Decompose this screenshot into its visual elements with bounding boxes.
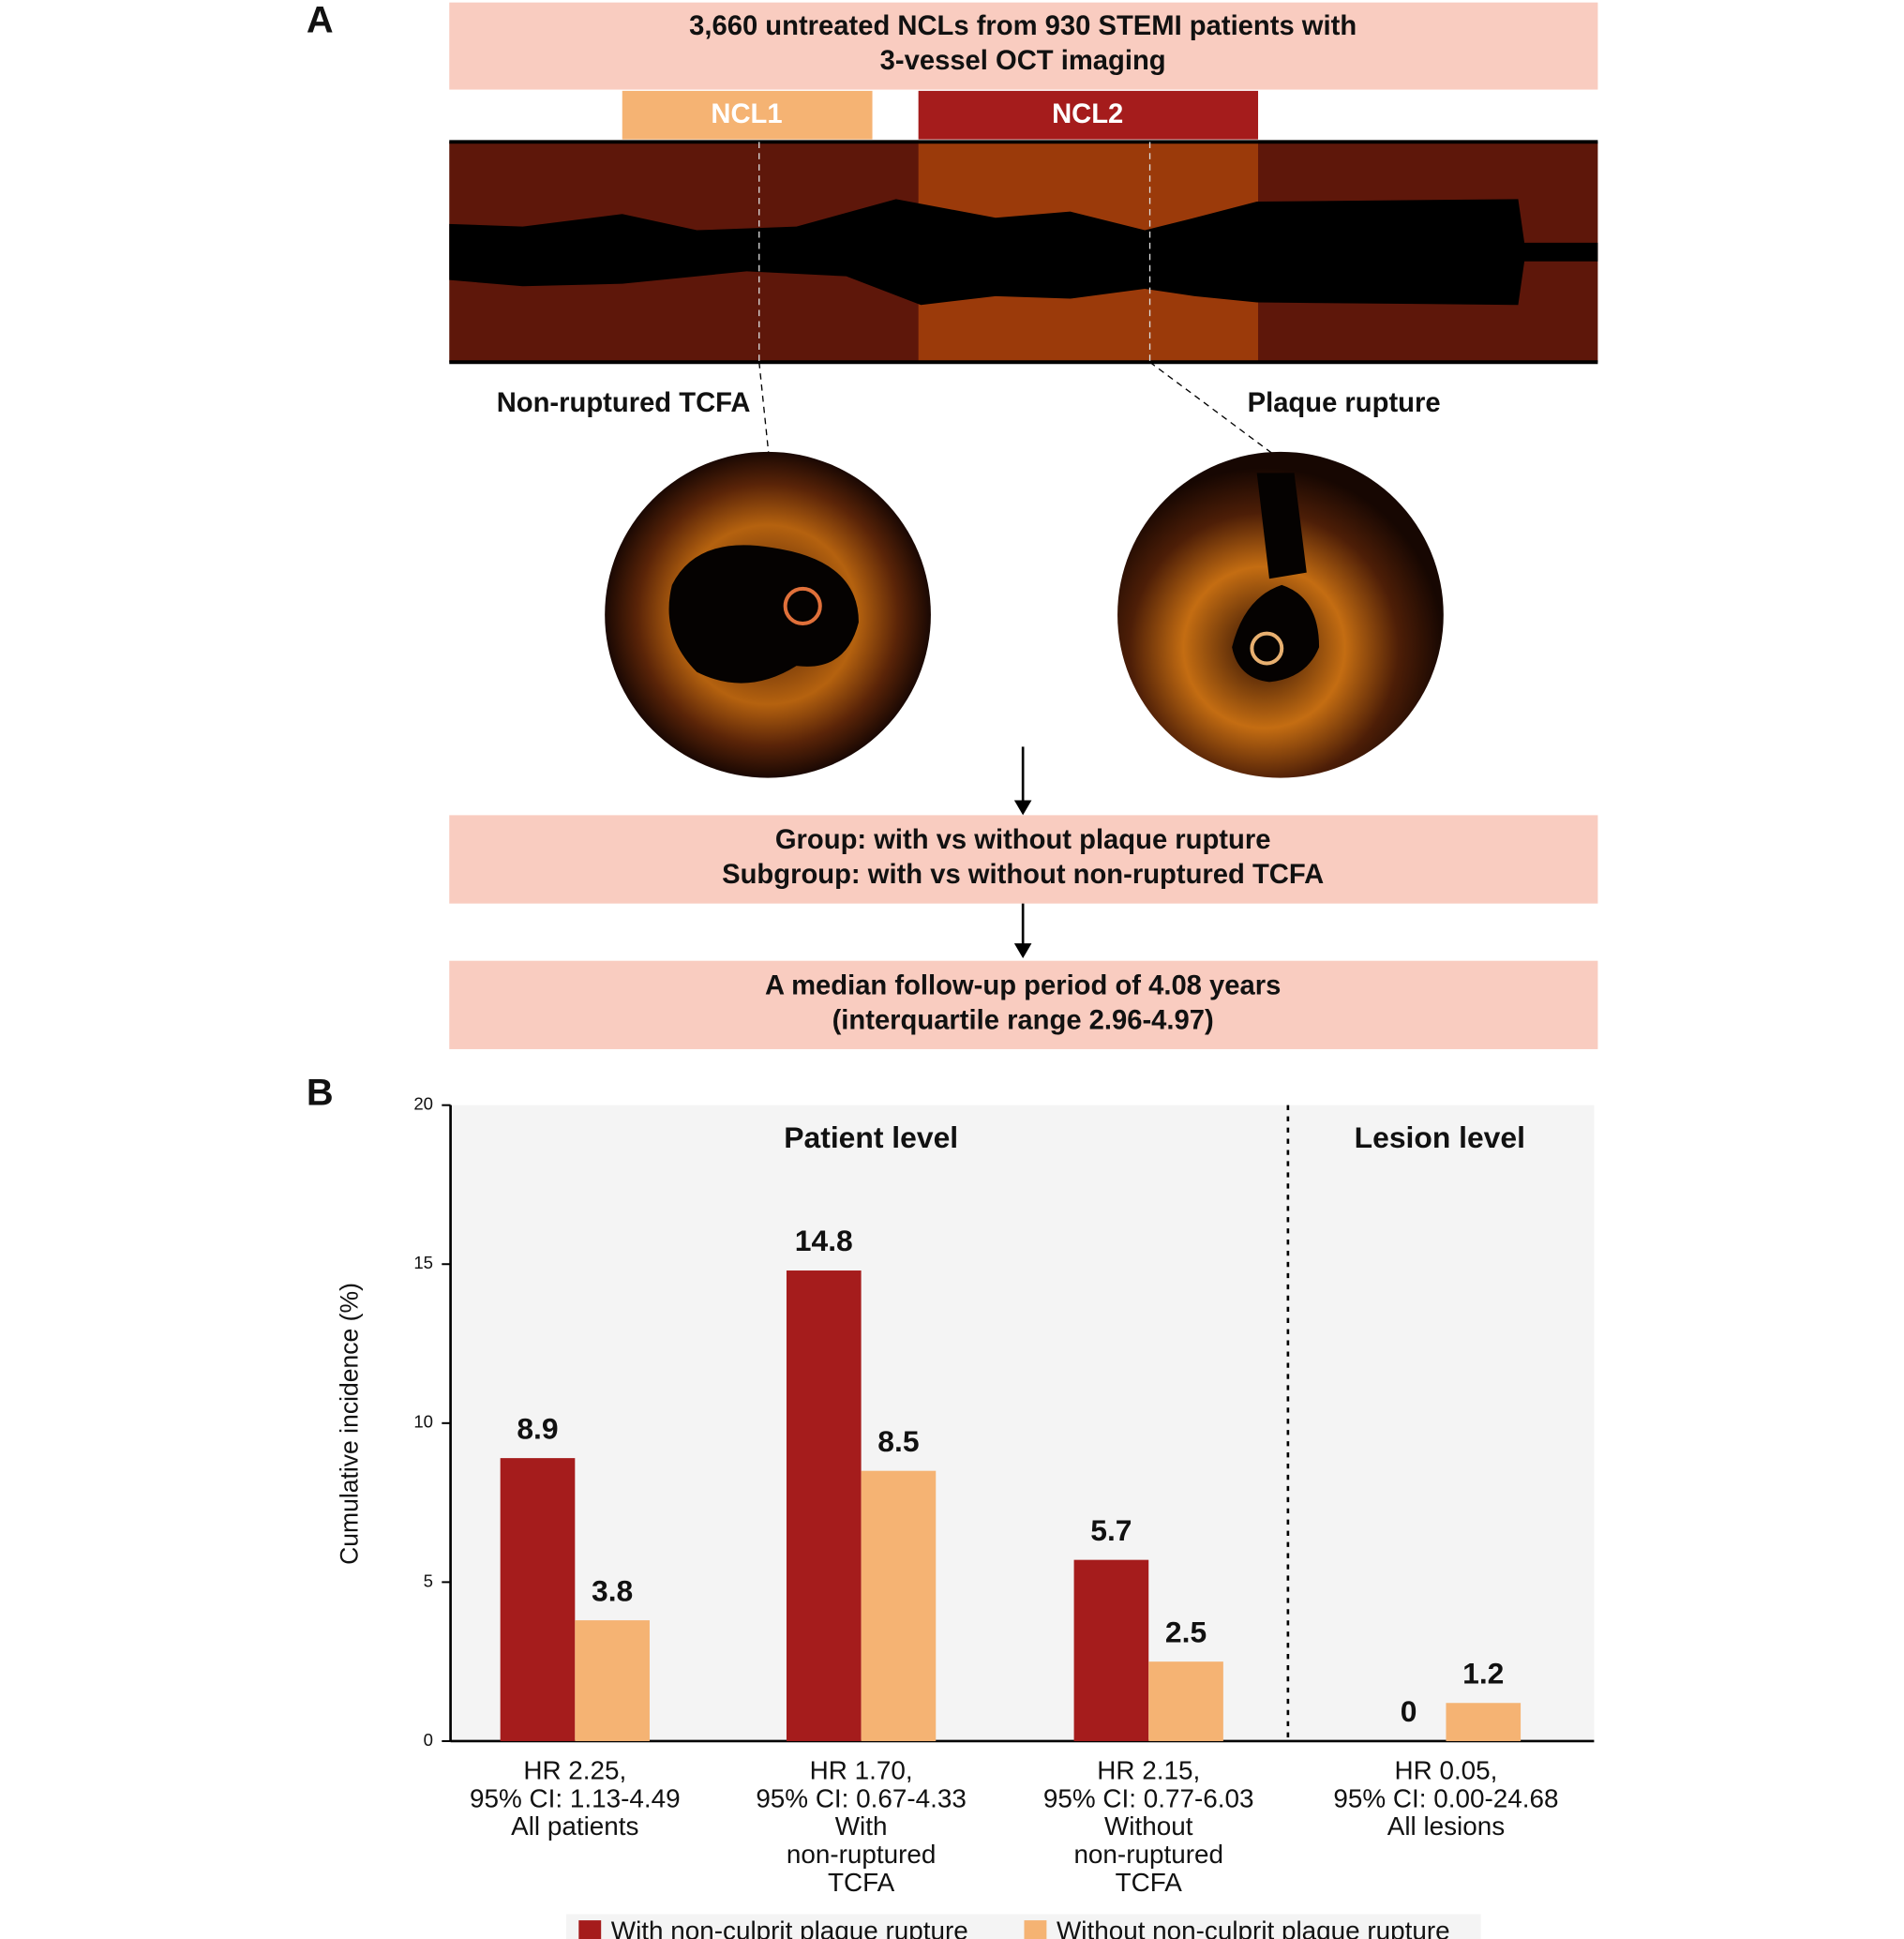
follow-up-text: (interquartile range 2.96-4.97) [832,1005,1214,1035]
finding-label: Plaque rupture [1248,388,1441,418]
bar [1073,1559,1149,1741]
follow-up-text: A median follow-up period of 4.08 years [765,970,1281,1000]
x-tick-label: TCFA [828,1868,895,1897]
x-tick-label: All patients [511,1811,638,1841]
connector [1149,361,1282,461]
bar [1446,1703,1522,1741]
oct-cross-section [605,451,931,778]
x-tick-label: 95% CI: 1.13-4.49 [470,1783,681,1812]
x-tick-label: HR 2.25, [523,1755,626,1784]
x-tick-label: non-ruptured [1073,1840,1223,1869]
panel-label: A [307,0,334,40]
x-tick-label: All lesions [1387,1811,1505,1841]
cohort-box [449,2,1598,90]
x-tick-label: non-ruptured [787,1840,937,1869]
legend-swatch [1024,1920,1047,1939]
y-tick-label: 20 [413,1094,433,1114]
segment-label: NCL2 [1052,99,1123,129]
value-label: 8.9 [517,1411,558,1445]
grouping-box [449,815,1598,904]
follow-up-box [449,960,1598,1049]
grouping-text: Subgroup: with vs without non-ruptured T… [722,860,1324,890]
group-label: Lesion level [1355,1120,1525,1154]
value-label: 0 [1401,1694,1417,1728]
segment-box [918,90,1259,140]
bar [575,1620,650,1741]
y-axis-label: Cumulative incidence (%) [335,1283,363,1565]
legend-label: With non-culprit plaque rupture [611,1916,968,1939]
x-tick-label: Without [1104,1811,1193,1841]
x-tick-label: HR 2.15, [1097,1755,1200,1784]
value-label: 3.8 [592,1573,633,1607]
segment-label: NCL1 [711,99,782,129]
value-label: 2.5 [1165,1615,1207,1648]
catheter [1250,631,1284,666]
finding-label: Non-ruptured TCFA [497,388,751,418]
cohort-text: 3,660 untreated NCLs from 930 STEMI pati… [689,11,1357,41]
value-label: 5.7 [1090,1513,1132,1547]
arrow-head [1013,943,1032,959]
y-tick-label: 15 [413,1253,433,1272]
value-label: 14.8 [795,1224,853,1257]
panel-label: B [307,1073,334,1114]
oct-cross-section [1117,451,1444,778]
y-tick-label: 10 [413,1412,433,1432]
x-tick-label: With [835,1811,888,1841]
bar [861,1470,937,1741]
segment-box [622,90,873,140]
connector [758,362,771,458]
bar [786,1270,862,1741]
y-tick-label: 0 [424,1730,433,1750]
arrow-head [1013,800,1032,816]
legend-swatch [578,1920,602,1939]
y-tick-label: 5 [424,1571,433,1590]
bar [500,1458,576,1741]
oct-lumen [1232,473,1320,683]
x-tick-label: TCFA [1116,1868,1183,1897]
value-label: 1.2 [1462,1656,1504,1690]
lumen [449,199,1598,306]
catheter [783,586,822,625]
bar [1148,1661,1223,1741]
value-label: 8.5 [877,1424,919,1458]
grouping-text: Group: with vs without plaque rupture [775,825,1271,855]
cohort-text: 3-vessel OCT imaging [880,46,1166,76]
legend-background [566,1914,1481,1939]
x-tick-label: 95% CI: 0.77-6.03 [1043,1783,1254,1812]
x-tick-label: HR 1.70, [810,1755,913,1784]
legend-label: Without non-culprit plaque rupture [1057,1916,1450,1939]
x-tick-label: 95% CI: 0.00-24.68 [1333,1783,1558,1812]
group-label: Patient level [784,1120,958,1154]
oct-longitudinal [449,140,1598,365]
oct-lumen [668,545,859,684]
x-tick-label: HR 0.05, [1394,1755,1497,1784]
x-tick-label: 95% CI: 0.67-4.33 [756,1783,967,1812]
